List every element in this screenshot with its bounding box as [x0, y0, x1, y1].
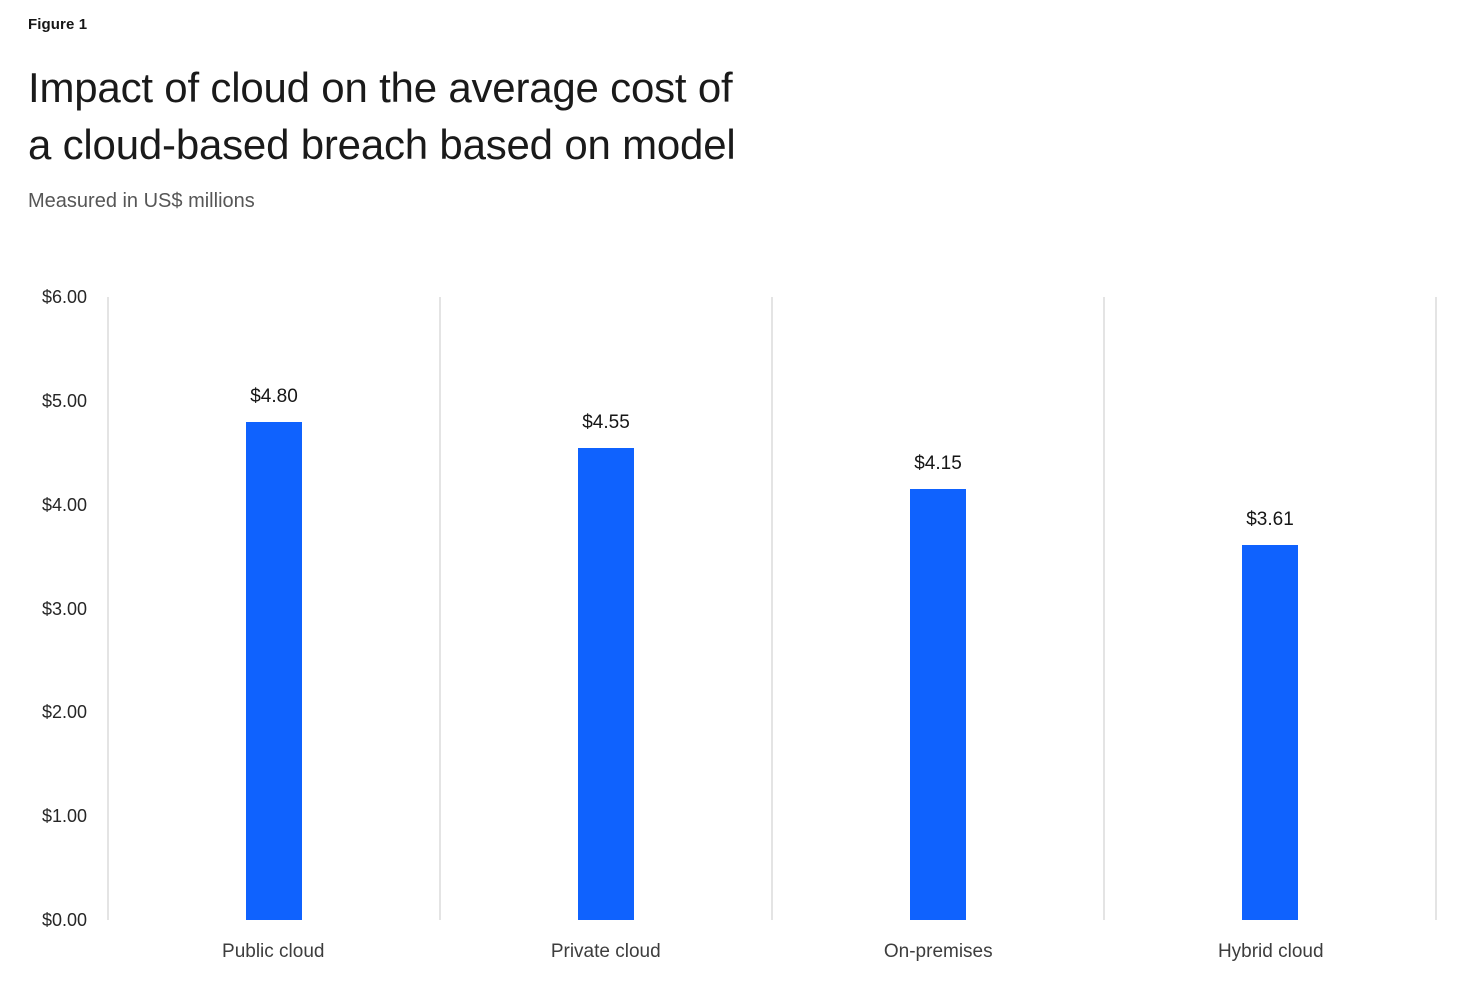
category-label: Public cloud	[222, 941, 325, 962]
category-label: Hybrid cloud	[1217, 941, 1324, 962]
bar	[910, 489, 966, 920]
category-column: $4.80	[109, 297, 441, 920]
y-tick-label: $6.00	[41, 287, 87, 307]
y-axis: $6.00 $5.00 $4.00 $3.00 $2.00 $1.00 $0.00	[0, 287, 87, 930]
y-tick-label: $4.00	[41, 494, 87, 515]
bar-value-label: $4.15	[914, 453, 962, 474]
category-column: $4.55	[441, 297, 773, 920]
bar	[578, 448, 634, 920]
bar	[246, 422, 302, 920]
y-tick-label: $2.00	[41, 702, 87, 723]
category-column: $4.15	[773, 297, 1105, 920]
chart-title: Impact of cloud on the average cost of a…	[28, 64, 736, 168]
y-tick-label: $0.00	[41, 910, 87, 930]
bar-value-label: $4.55	[582, 412, 630, 433]
category-label: Private cloud	[550, 941, 661, 962]
bar-value-label: $4.80	[250, 386, 298, 407]
category-label: On-premises	[883, 941, 993, 962]
plot-area: $4.80 $4.55 $4.15 $3.61	[107, 297, 1437, 920]
y-tick-label: $1.00	[41, 806, 87, 827]
x-axis-labels: Public cloud Private cloud On-premises Hybr…	[107, 920, 1437, 963]
bar-value-label: $3.61	[1246, 509, 1294, 530]
y-tick-label: $5.00	[41, 390, 87, 411]
chart-subtitle: Measured in US$ millions	[28, 190, 255, 212]
bar	[1242, 545, 1298, 920]
category-column: $3.61	[1105, 297, 1437, 920]
figure-header: Figure 1 Impact of cloud on the average …	[28, 16, 1128, 213]
y-tick-label: $3.00	[41, 598, 87, 619]
figure-label: Figure 1	[28, 16, 88, 33]
